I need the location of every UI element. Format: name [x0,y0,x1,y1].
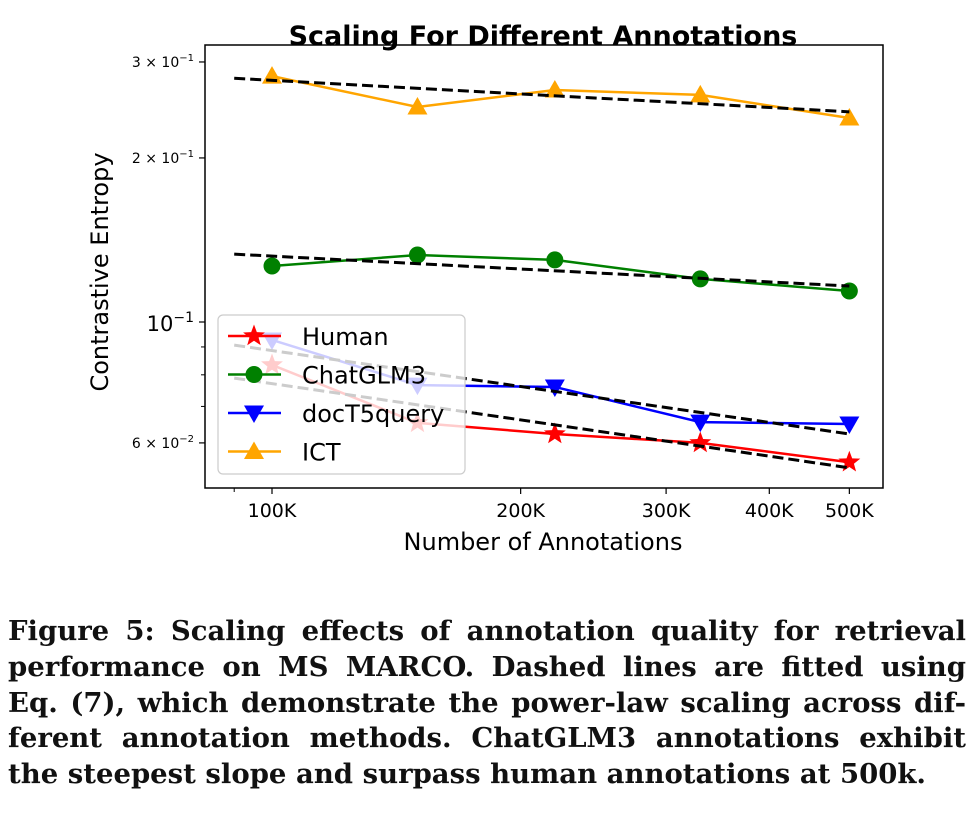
doct5query-point [690,414,711,433]
doct5query-point [544,379,565,397]
figure-caption: Figure 5: Scaling effects of annotation … [8,614,966,793]
plot-frame [204,44,884,489]
x-tick-label: 100K [248,500,297,522]
ict-point [407,97,428,115]
chart-title: Scaling For Different Annotations [289,21,798,52]
legend-doct5query-marker [244,405,264,423]
ict-point [839,107,860,126]
caption-line: ferent annotation methods. ChatGLM3 anno… [8,722,966,755]
human-point [838,450,861,472]
x-tick-label: 200K [496,500,545,522]
x-tick-label: 400K [745,500,794,522]
human-point [689,431,712,453]
caption-line: Figure 5: Scaling effects of annotation … [8,615,966,647]
y-tick-label: 6 × 10−2 [132,434,194,452]
legend-ict-marker [244,441,264,459]
legend: Human ChatGLM3 docT5query ICT [217,314,466,475]
caption-line: the steepest slope and surpass human ann… [8,758,926,791]
y-axis-ticks: 3 × 10−1 2 × 10−1 10−1 6 × 10−2 [132,53,205,452]
y-axis-label: Contrastive Entropy [86,152,114,391]
chatglm3-point [263,257,281,275]
x-tick-label: 300K [642,500,691,522]
caption-line: performance on MS MARCO. Dashed lines ar… [8,650,966,683]
ict-point [544,79,565,98]
legend-chatglm3-marker [245,366,263,383]
legend-doct5query-label: docT5query [302,400,444,428]
legend-ict-label: ICT [302,439,341,467]
ict-fit-line [234,76,850,114]
y-tick-label: 2 × 10−1 [132,149,194,167]
human-point [543,422,566,444]
legend-chatglm3-label: ChatGLM3 [302,362,426,390]
y-tick-label: 10−1 [147,310,194,336]
y-tick-label: 3 × 10−1 [132,53,194,71]
chatglm3-point [408,246,426,264]
x-axis-ticks: 100K 200K 300K 400K 500K [233,488,874,522]
legend-box [217,314,466,475]
legend-human-marker [243,324,265,346]
x-tick-label: 500K [825,500,874,522]
legend-human-label: Human [302,323,389,351]
chatglm3-point [546,251,564,269]
x-axis-label: Number of Annotations [404,528,683,556]
ict-point [690,84,711,103]
chatglm3-fit-line [234,252,850,288]
doct5query-point [839,416,860,434]
figure-chart: Scaling For Different Annotations 100K 20… [86,21,884,556]
caption-line: Eq. (7), which demonstrate the power-law… [8,686,966,719]
